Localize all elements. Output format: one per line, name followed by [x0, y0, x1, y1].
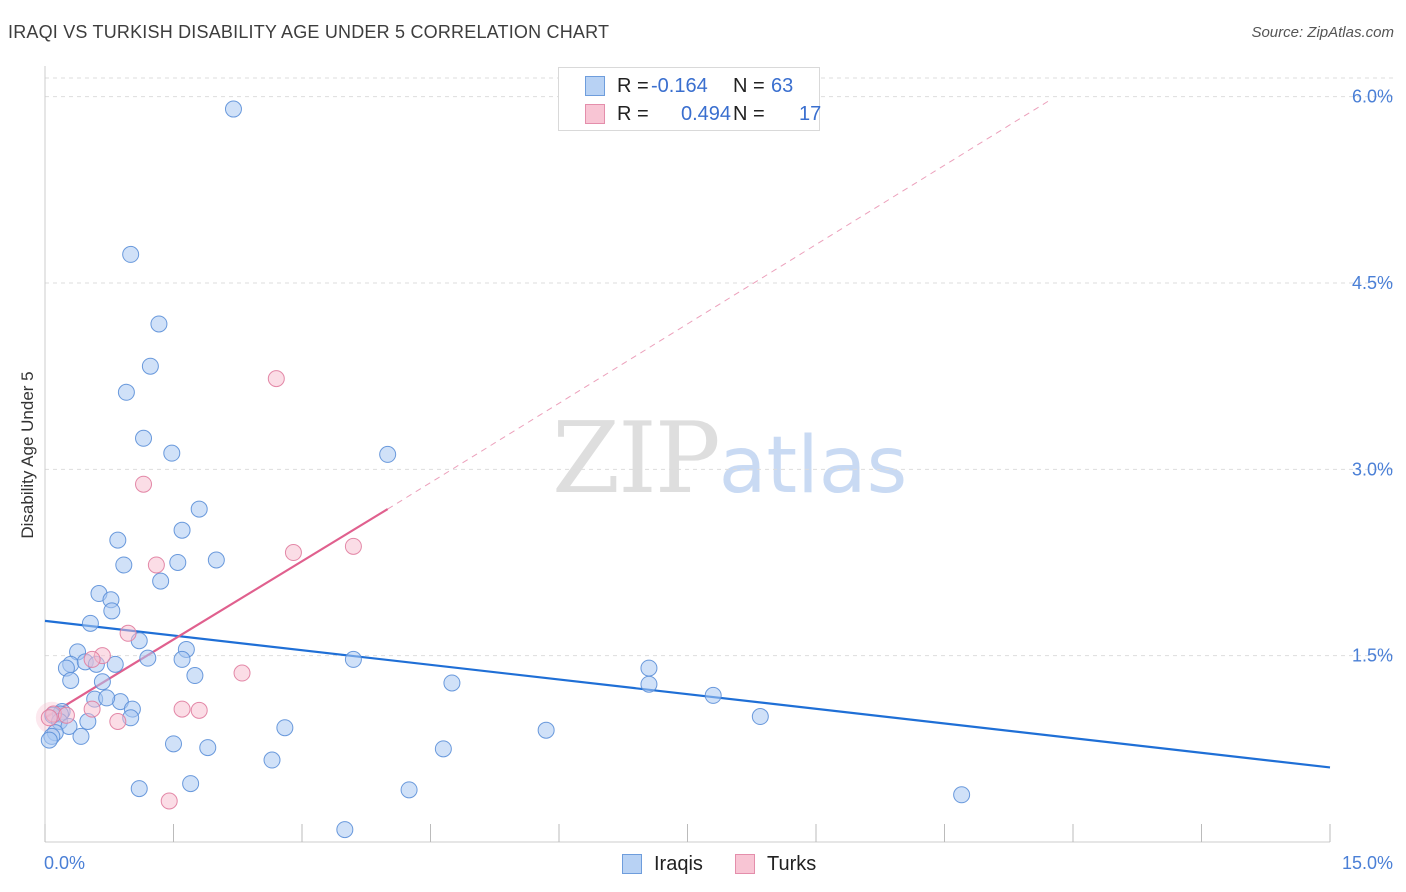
iraqi-point: [537, 721, 555, 739]
turks-swatch: [585, 104, 605, 124]
r-value: 0.494: [681, 103, 732, 125]
iraqi-point: [109, 531, 127, 549]
turk-point: [267, 370, 285, 388]
x-tick-label-min: 0.0%: [44, 853, 85, 873]
iraqi-point: [199, 739, 217, 757]
iraqi-point: [400, 781, 418, 799]
iraqi-point: [103, 602, 121, 620]
turk-point: [83, 700, 101, 718]
iraqi-point: [344, 650, 362, 668]
y-tick-label: 3.0%: [1352, 459, 1393, 479]
data-points: [35, 100, 971, 839]
iraqi-point: [751, 708, 769, 726]
iraqi-point: [93, 673, 111, 691]
iraqis-trend-line: [44, 619, 1331, 769]
iraqi-point: [276, 719, 294, 737]
turk-point: [147, 556, 165, 574]
turk-point: [40, 709, 58, 727]
turk-point: [233, 664, 251, 682]
iraqi-point: [336, 821, 354, 839]
iraqi-point: [163, 444, 181, 462]
iraqi-point: [443, 674, 461, 692]
y-axis-label: Disability Age Under 5: [18, 371, 37, 538]
gridlines: [45, 77, 1395, 657]
turks-trend-extension: [387, 98, 1052, 510]
correlation-legend: R = -0.164 N = 63 R = 0.494 N = 17: [558, 67, 822, 131]
source-credit: Source: ZipAtlas.com: [1251, 24, 1394, 41]
iraqis-swatch: [585, 76, 605, 96]
y-tick-label: 6.0%: [1352, 87, 1393, 107]
iraqi-point: [173, 650, 191, 668]
watermark: ZIPatlas: [552, 402, 907, 516]
iraqi-point: [115, 556, 133, 574]
n-label: N =: [733, 103, 765, 125]
iraqi-point: [169, 553, 187, 571]
y-tick-label: 1.5%: [1352, 646, 1393, 666]
iraqi-point: [190, 500, 208, 518]
tick-labels: 1.5% 3.0% 4.5% 6.0% 0.0% 15.0%: [44, 87, 1393, 873]
r-label: R =: [617, 75, 649, 97]
iraqi-point: [130, 780, 148, 798]
iraqi-point: [135, 429, 153, 447]
turk-point: [190, 701, 208, 719]
iraqi-point: [106, 655, 124, 673]
turk-point: [344, 537, 362, 555]
iraqi-point: [98, 689, 116, 707]
iraqi-point: [182, 775, 200, 793]
iraqis-legend-swatch: [622, 854, 642, 874]
iraqi-point: [263, 751, 281, 769]
n-label: N =: [733, 75, 765, 97]
iraqi-point: [173, 521, 191, 539]
y-tick-label: 4.5%: [1352, 273, 1393, 293]
watermark-atlas: atlas: [718, 421, 908, 511]
turk-point: [57, 706, 75, 724]
iraqi-point: [704, 686, 722, 704]
iraqi-point: [152, 572, 170, 590]
legend-label-iraqis: Iraqis: [654, 853, 703, 875]
turk-point: [135, 475, 153, 493]
iraqi-point: [40, 731, 58, 749]
turk-point: [83, 650, 101, 668]
iraqi-point: [953, 786, 971, 804]
iraqi-point: [379, 445, 397, 463]
iraqi-point: [434, 740, 452, 758]
watermark-zip: ZIP: [552, 402, 721, 516]
axes: [44, 66, 1331, 843]
turk-point: [109, 712, 127, 730]
iraqi-point: [207, 551, 225, 569]
iraqi-point: [72, 727, 90, 745]
legend-label-turks: Turks: [767, 853, 817, 875]
n-value: 17: [799, 103, 822, 125]
iraqi-point: [150, 315, 168, 333]
turk-point: [284, 544, 302, 562]
turk-point: [160, 792, 178, 810]
iraqi-point: [141, 357, 159, 375]
turk-point: [173, 700, 191, 718]
turks-legend-swatch: [735, 854, 755, 874]
x-tick-label-max: 15.0%: [1342, 853, 1393, 873]
turk-point: [119, 624, 137, 642]
iraqi-point: [81, 614, 99, 632]
iraqi-point: [186, 667, 204, 685]
chart-title: IRAQI VS TURKISH DISABILITY AGE UNDER 5 …: [8, 22, 610, 42]
r-value: -0.164: [651, 75, 708, 97]
n-value: 63: [771, 75, 794, 97]
iraqi-point: [122, 245, 140, 263]
iraqi-point: [139, 649, 157, 667]
iraqi-point: [224, 100, 242, 118]
iraqi-point: [165, 735, 182, 753]
iraqi-point: [62, 672, 80, 690]
iraqi-point: [640, 659, 658, 677]
r-label: R =: [617, 103, 649, 125]
iraqi-point: [640, 675, 658, 693]
iraqi-point: [117, 383, 135, 401]
